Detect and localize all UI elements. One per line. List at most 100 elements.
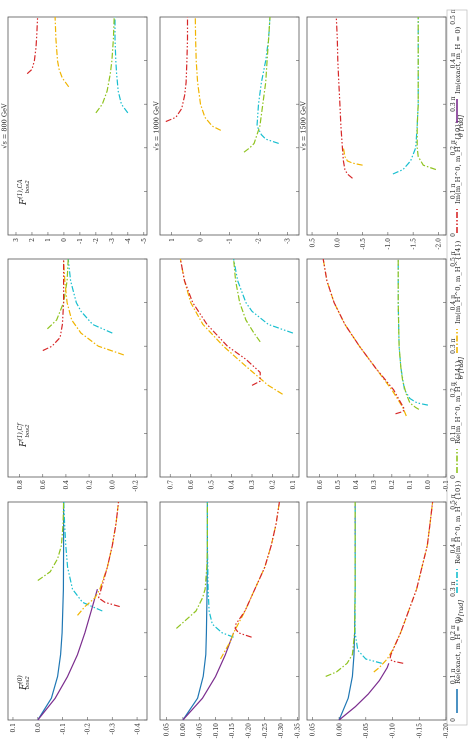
panel-frame [306, 501, 447, 721]
panel: 0.05 0.00 -0.05 -0.10 -0.15 -0.200 0.1 π 0.2 π 0… [306, 494, 465, 739]
y-tick-label: -0.35 [295, 723, 302, 739]
y-tick-label: 0.2 [389, 480, 396, 490]
x-axis-label: θ [rad] [457, 114, 465, 137]
y-tick-label: 0.2 [86, 480, 93, 490]
y-tick-label: 0.5 [309, 238, 316, 248]
y-tick-label: 0.3 [249, 480, 256, 490]
series-line [54, 16, 70, 88]
legend-label: Re(m_H^0, m_H^{10}) [454, 480, 462, 564]
y-tick-label: -3 [109, 238, 116, 244]
y-tick-label: 0 [61, 238, 68, 242]
series-line [397, 259, 420, 410]
x-axis-label: θ [rad] [457, 356, 465, 379]
series-line [233, 258, 261, 343]
column-titles: F(0)bos2 F(1),Cfbos2 F(1),CAbos2 [17, 179, 31, 691]
row-title: √s = 800 GeV [1, 103, 9, 149]
panel-frame [7, 16, 148, 236]
series-line [165, 17, 189, 123]
y-tick-label: 0.0 [335, 238, 342, 248]
series-line [97, 501, 120, 608]
series-line [206, 502, 234, 638]
y-tick-label: -5 [141, 238, 148, 244]
series-line [46, 258, 69, 330]
x-tick-label: 0.2 π [450, 140, 457, 155]
series-line [114, 17, 129, 114]
series-line [354, 502, 382, 664]
y-tick-label: 0.8 [17, 480, 24, 490]
x-tick-label: 0 [450, 233, 457, 237]
series-line [243, 16, 271, 153]
panel: 0.05 0.00 -0.05 -0.10 -0.15 -0.20 -0.25 -0.30 -0… [159, 501, 302, 739]
panel: 3 2 1 0 -1 -2 -3 -4 -5 √s = 800 GeV [1, 16, 148, 244]
series-line [67, 258, 113, 334]
y-tick-label: 0.6 [188, 480, 195, 490]
y-tick-label: 0 [198, 238, 205, 242]
y-tick-label: -0.15 [229, 723, 236, 739]
series-line [42, 259, 65, 352]
legend: Re(exact, m_H = 0) Re(m_H^0, m_H^{10}) Re(… [446, 9, 468, 726]
series-line [338, 502, 356, 721]
x-tick-label: 0.1 π [450, 184, 457, 199]
y-tick-label: 1 [169, 238, 176, 242]
y-tick-label: 0.0 [35, 723, 42, 733]
y-tick-label: 0.4 [229, 480, 236, 490]
x-tick-label: 0.2 π [450, 382, 457, 397]
series-line [335, 16, 353, 179]
panel: 0.1 0.0 -0.1 -0.2 -0.3 -0.4 [7, 501, 148, 735]
series-line [322, 258, 407, 417]
x-tick-label: 0.3 π [450, 96, 457, 111]
series-line [37, 501, 65, 581]
series-line [95, 16, 115, 114]
x-tick-label: 0.1 π [450, 669, 457, 684]
series-line [37, 589, 98, 721]
series-line [179, 258, 261, 386]
y-tick-label: -0.10 [390, 723, 397, 739]
y-tick-label: 1 [45, 238, 52, 242]
x-tick-label: 0.5 π [450, 494, 457, 509]
y-tick-label: -2.0 [436, 238, 443, 250]
y-tick-label: 0.1 [290, 480, 297, 490]
panel-frame [306, 258, 447, 478]
y-tick-label: 0.2 [270, 480, 277, 490]
y-tick-label: 0.6 [40, 480, 47, 490]
series-line [389, 501, 434, 664]
legend-label: Im(exact, m_H = 0) [454, 26, 462, 94]
y-tick-label: -2 [93, 238, 100, 244]
y-tick-label: 0.6 [317, 480, 324, 490]
x-tick-label: 0.2 π [450, 625, 457, 640]
y-tick-label: -0.4 [134, 723, 141, 735]
x-tick-label: 0.4 π [450, 295, 457, 310]
series-line [416, 17, 437, 171]
y-tick-label: -1.5 [410, 238, 417, 250]
panel: 0.8 0.6 0.4 0.2 0.0 -0.2 [7, 258, 148, 492]
y-tick-label: -0.2 [85, 723, 92, 735]
panel-frame [7, 258, 148, 478]
y-tick-label: -1 [77, 238, 84, 244]
x-tick-label: 0.4 π [450, 53, 457, 68]
y-tick-label: -2 [256, 238, 263, 244]
series-line [26, 16, 39, 75]
y-tick-label: -0.3 [109, 723, 116, 735]
y-tick-label: 0.0 [425, 480, 432, 490]
row-title: √s = 1000 GeV [153, 101, 161, 151]
y-tick-label: 0.5 [208, 480, 215, 490]
y-tick-label: 0.00 [336, 723, 343, 737]
x-tick-label: 0.1 π [450, 426, 457, 441]
y-tick-label: 0.5 [335, 480, 342, 490]
panel: 0.6 0.5 0.4 0.3 0.2 0.1 0.0 -0.100.1 π0.2 π0.3 … [306, 251, 465, 492]
y-tick-label: -1.0 [385, 238, 392, 250]
y-tick-label: 0.1 [407, 480, 414, 490]
y-tick-label: -0.30 [278, 723, 285, 739]
panel-label: F(1),CAbos2 [17, 179, 31, 206]
panel: 0.5 0.0 -0.5 -1.0 -1.5 -2.0 0 0.1 π 0.2 π 0.3 π 0.… [300, 9, 466, 249]
series-line [373, 501, 434, 673]
x-tick-label: 0.3 π [450, 581, 457, 596]
panel-frame [306, 16, 447, 236]
legend-label: Re(m_H^0, m_H^{14}) [454, 360, 462, 444]
series-line [63, 258, 124, 356]
y-tick-label: -0.05 [196, 723, 203, 739]
y-tick-label: 0.1 [10, 723, 17, 733]
panel-frame [159, 258, 300, 478]
series-line [37, 502, 65, 721]
